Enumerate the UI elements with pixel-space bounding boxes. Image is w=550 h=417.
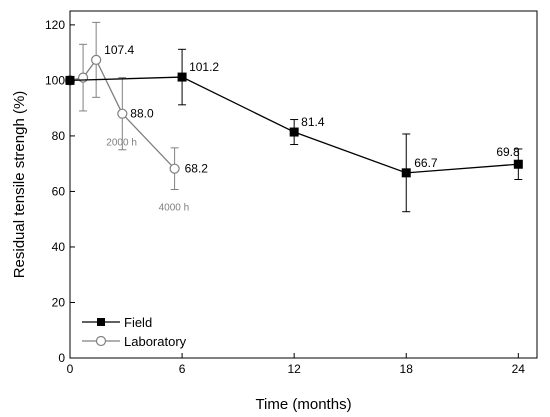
annotation-1: 4000 h [159,203,190,214]
data-label-laboratory-2: 107.4 [104,43,134,57]
y-tick-label-4: 80 [52,129,66,143]
plot-frame [69,10,538,359]
data-label-laboratory-3: 88.0 [130,107,154,121]
point-laboratory-1 [77,72,89,83]
legend-label-field: Field [124,315,152,330]
series-field: 101.2 81.4 66.7 69.8 [65,48,523,213]
y-axis-title: Residual tensile strengh (%) [11,91,28,279]
y-tick-label-6: 120 [45,18,65,32]
annotation-0: 2000 h [106,138,137,149]
data-label-field-1: 101.2 [189,60,219,74]
legend-marker-field [97,318,105,326]
point-laboratory-3 [117,108,128,119]
y-tick-label-0: 0 [58,351,65,365]
x-tick-label-3: 18 [400,362,414,376]
point-field-3 [401,168,411,178]
legend: Field Laboratory [82,315,187,349]
y-tick-label-1: 20 [52,295,66,309]
point-laboratory-4 [169,163,180,174]
legend-label-laboratory: Laboratory [124,334,187,349]
data-label-field-4: 69.8 [496,145,520,159]
x-axis-title: Time (months) [255,396,351,413]
point-field-1 [177,72,187,82]
x-tick-label-1: 6 [179,362,186,376]
x-tick-label-4: 24 [512,362,526,376]
y-tick-label-2: 40 [52,240,66,254]
legend-marker-laboratory [95,335,107,347]
x-tick-label-0: 0 [67,362,74,376]
point-field-4 [513,159,523,169]
x-tick-label-2: 12 [287,362,301,376]
point-field-2 [289,127,299,137]
series-laboratory: 107.4 88.0 68.2 [64,21,209,190]
y-tick-label-5: 100 [45,73,65,87]
point-laboratory-2 [91,54,102,65]
data-label-field-2: 81.4 [301,115,325,129]
data-label-field-3: 66.7 [414,156,438,170]
y-tick-label-3: 60 [52,184,66,198]
data-label-laboratory-4: 68.2 [185,162,209,176]
